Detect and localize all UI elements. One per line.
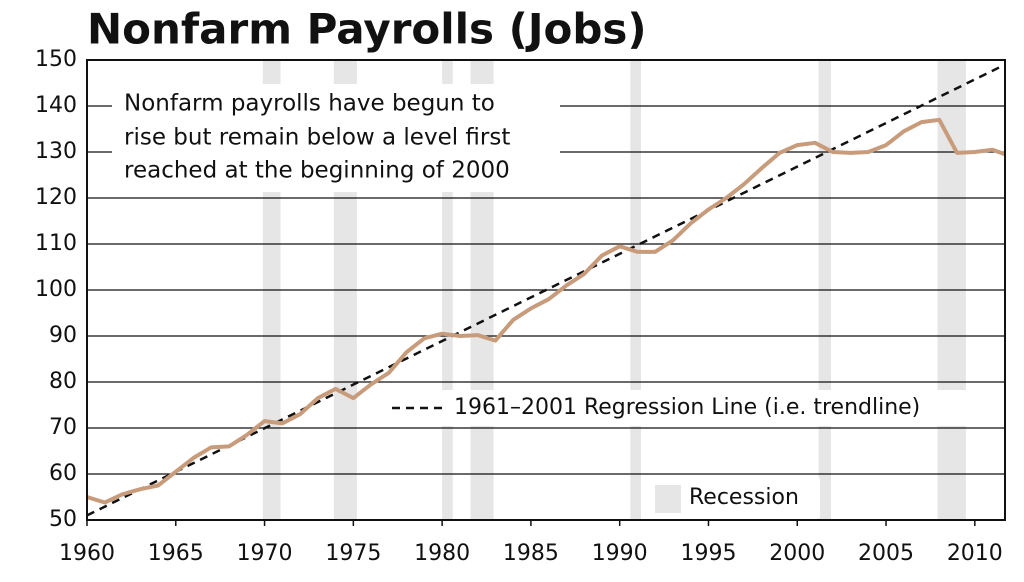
x-tick-label: 1985	[503, 541, 559, 566]
y-tick-label: 150	[35, 47, 77, 72]
x-tick-label: 1980	[414, 541, 470, 566]
annotation-background	[112, 84, 560, 192]
y-tick-label: 140	[35, 93, 77, 118]
y-tick-label: 130	[35, 139, 77, 164]
y-tick-label: 90	[49, 323, 77, 348]
x-tick-label: 1990	[592, 541, 648, 566]
legend-label: 1961–2001 Regression Line (i.e. trendlin…	[454, 395, 920, 420]
legend-background	[385, 390, 985, 426]
chart-title: Nonfarm Payrolls (Jobs)	[87, 5, 647, 54]
x-tick-label: 1965	[148, 541, 204, 566]
annotation: rise but remain below a level first	[124, 125, 510, 151]
legend-swatch	[655, 485, 681, 513]
x-tick-label: 1970	[237, 541, 293, 566]
y-tick-label: 70	[49, 415, 77, 440]
annotation: reached at the beginning of 2000	[124, 158, 510, 184]
y-tick-label: 120	[35, 185, 77, 210]
x-tick-label: 2010	[947, 541, 1003, 566]
x-tick-label: 1960	[59, 541, 115, 566]
x-tick-label: 1975	[325, 541, 381, 566]
y-tick-label: 50	[49, 507, 77, 532]
x-tick-label: 2005	[858, 541, 914, 566]
legend-label: Recession	[689, 485, 799, 510]
y-tick-label: 100	[35, 277, 77, 302]
x-tick-label: 2000	[769, 541, 825, 566]
y-tick-label: 110	[35, 231, 77, 256]
annotation: Nonfarm payrolls have begun to	[124, 91, 495, 117]
plot-frame	[86, 59, 1006, 521]
payrolls-line	[87, 117, 1005, 505]
y-tick-label: 80	[49, 369, 77, 394]
y-tick-label: 60	[49, 461, 77, 486]
x-tick-label: 1995	[680, 541, 736, 566]
